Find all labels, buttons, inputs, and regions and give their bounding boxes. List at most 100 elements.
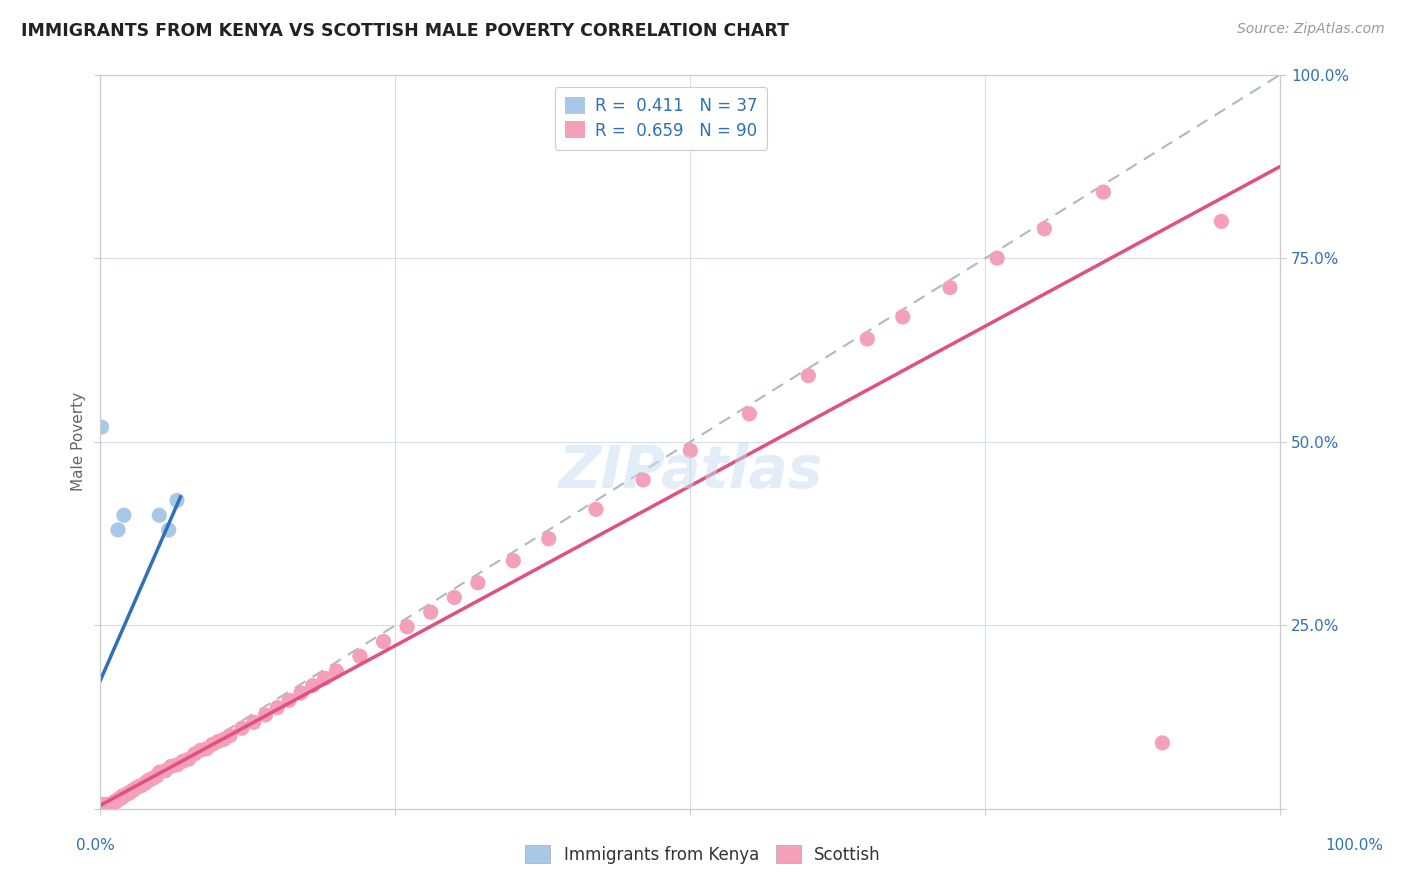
Point [90,798,112,813]
Point [1033,221,1056,235]
Point [242,715,264,730]
Point [90,798,112,813]
Point [98,798,121,813]
Point [115,787,138,801]
Point [108,791,131,805]
Point [97,798,120,813]
Point [325,664,347,678]
Point [131,779,153,793]
Point [107,793,129,807]
Point [93,798,115,813]
Point [212,732,235,747]
Point [104,795,127,809]
Point [91,798,114,813]
Point [90,798,112,813]
Point [201,737,224,751]
Point [90,798,112,813]
Point [585,502,607,516]
Point [314,671,336,685]
Point [96,798,118,813]
Point [195,741,218,756]
Point [738,407,761,421]
Point [190,743,212,757]
Point [183,747,205,761]
Point [121,783,143,797]
Point [93,798,115,813]
Point [127,780,149,794]
Point [96,798,118,813]
Point [157,523,180,537]
Point [373,634,395,648]
Point [91,798,114,813]
Point [134,776,156,790]
Point [101,798,124,813]
Point [301,679,323,693]
Point [96,798,118,813]
Point [97,798,120,813]
Text: Source: ZipAtlas.com: Source: ZipAtlas.com [1237,22,1385,37]
Point [172,754,194,768]
Point [96,798,118,813]
Y-axis label: Male Poverty: Male Poverty [72,392,86,491]
Legend: R =  0.411   N = 37, R =  0.659   N = 90: R = 0.411 N = 37, R = 0.659 N = 90 [554,87,768,150]
Point [94,798,117,813]
Text: ZIPatlas: ZIPatlas [558,442,823,500]
Point [419,605,441,619]
Point [290,686,312,700]
Point [94,798,117,813]
Point [219,729,242,743]
Point [349,649,371,664]
Point [1211,214,1233,228]
Point [90,798,112,813]
Point [537,532,560,546]
Point [166,758,188,772]
Point [112,789,135,803]
Point [90,798,112,813]
Point [231,721,253,735]
Point [278,693,301,707]
Point [177,752,200,766]
Point [110,791,132,805]
Point [93,798,115,813]
Legend: Immigrants from Kenya, Scottish: Immigrants from Kenya, Scottish [519,838,887,871]
Point [107,523,129,537]
Point [103,795,125,809]
Point [91,798,114,813]
Point [139,772,162,787]
Point [91,798,114,813]
Point [90,798,112,813]
Text: IMMIGRANTS FROM KENYA VS SCOTTISH MALE POVERTY CORRELATION CHART: IMMIGRANTS FROM KENYA VS SCOTTISH MALE P… [21,22,789,40]
Point [148,508,170,523]
Point [98,798,121,813]
Point [891,310,914,324]
Point [94,798,117,813]
Point [100,798,122,813]
Point [91,798,114,813]
Point [986,251,1008,265]
Point [90,798,112,813]
Point [502,554,524,568]
Point [254,708,277,723]
Point [166,493,188,508]
Point [797,368,820,383]
Point [90,798,112,813]
Point [396,620,419,634]
Point [94,798,117,813]
Point [467,575,489,590]
Point [93,798,115,813]
Point [96,798,118,813]
Point [91,798,114,813]
Point [153,764,176,778]
Point [90,798,112,813]
Point [112,508,135,523]
Point [91,798,114,813]
Point [856,332,879,346]
Point [148,765,170,780]
Point [136,774,159,789]
Point [110,791,132,805]
Point [207,734,229,748]
Point [1092,185,1115,199]
Point [91,798,114,813]
Point [97,798,120,813]
Point [101,798,124,813]
